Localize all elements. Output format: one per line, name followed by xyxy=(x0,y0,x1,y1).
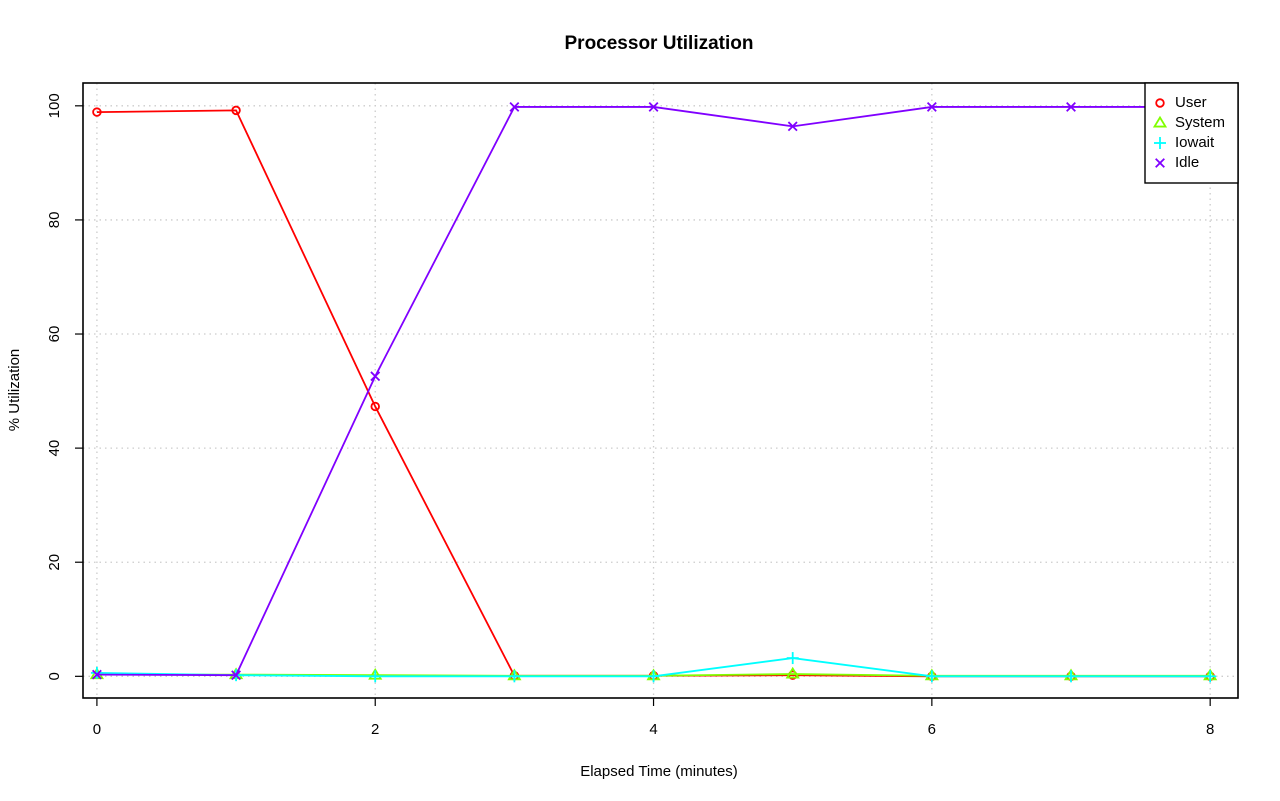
data-point-iowait xyxy=(786,652,799,665)
series-layer xyxy=(89,102,1218,683)
data-point-iowait xyxy=(90,666,103,679)
chart-title: Processor Utilization xyxy=(565,33,754,54)
y-axis-label: % Utilization xyxy=(6,349,23,432)
legend-label: System xyxy=(1175,114,1225,131)
y-tick-label: 80 xyxy=(46,212,63,229)
data-point-iowait xyxy=(369,670,382,683)
data-point-idle xyxy=(509,102,520,112)
data-point-iowait xyxy=(508,670,521,683)
data-point-iowait xyxy=(1065,670,1078,683)
data-point-idle xyxy=(1066,102,1076,112)
data-point-idle xyxy=(370,371,381,382)
legend-label: Iowait xyxy=(1175,134,1215,151)
x-tick-label: 0 xyxy=(93,721,101,738)
data-point-iowait xyxy=(647,670,660,683)
x-axis-label: Elapsed Time (minutes) xyxy=(580,763,738,780)
data-point-iowait xyxy=(925,670,938,683)
y-tick-label: 40 xyxy=(46,440,63,457)
y-tick-label: 0 xyxy=(46,672,63,680)
data-point-system xyxy=(785,666,800,679)
data-point-iowait xyxy=(1204,670,1217,683)
data-point-idle xyxy=(231,670,242,681)
data-point-user xyxy=(370,401,380,412)
legend-item-user: User xyxy=(1155,94,1207,111)
x-tick-label: 2 xyxy=(371,721,379,738)
y-tick-label: 60 xyxy=(46,326,63,343)
legend-marker-iowait xyxy=(1154,137,1166,149)
data-point-idle xyxy=(926,102,937,112)
legend: User System Iowait Idle xyxy=(1144,82,1239,184)
data-point-idle xyxy=(787,121,798,132)
legend-marker-user xyxy=(1155,98,1165,108)
legend-marker-idle xyxy=(1155,158,1165,168)
legend-item-iowait: Iowait xyxy=(1154,134,1215,151)
x-tick-label: 4 xyxy=(649,721,657,738)
y-tick-label: 100 xyxy=(46,93,63,118)
legend-label: Idle xyxy=(1175,154,1199,171)
legend-marker-system xyxy=(1152,115,1168,128)
plot-border xyxy=(82,82,1239,699)
x-axis: 0 2 4 6 8 xyxy=(93,698,1214,738)
data-point-user xyxy=(92,107,102,117)
data-point-user xyxy=(231,105,241,116)
y-axis: 0 20 40 60 80 100 xyxy=(46,93,83,680)
x-tick-label: 6 xyxy=(928,721,936,738)
legend-label: User xyxy=(1175,94,1207,111)
data-point-idle xyxy=(91,669,102,680)
x-tick-label: 8 xyxy=(1206,721,1214,738)
data-point-idle xyxy=(648,102,659,112)
y-tick-label: 20 xyxy=(46,554,63,571)
legend-item-idle: Idle xyxy=(1155,154,1199,171)
legend-item-system: System xyxy=(1152,114,1225,131)
series-iowait xyxy=(90,652,1217,683)
